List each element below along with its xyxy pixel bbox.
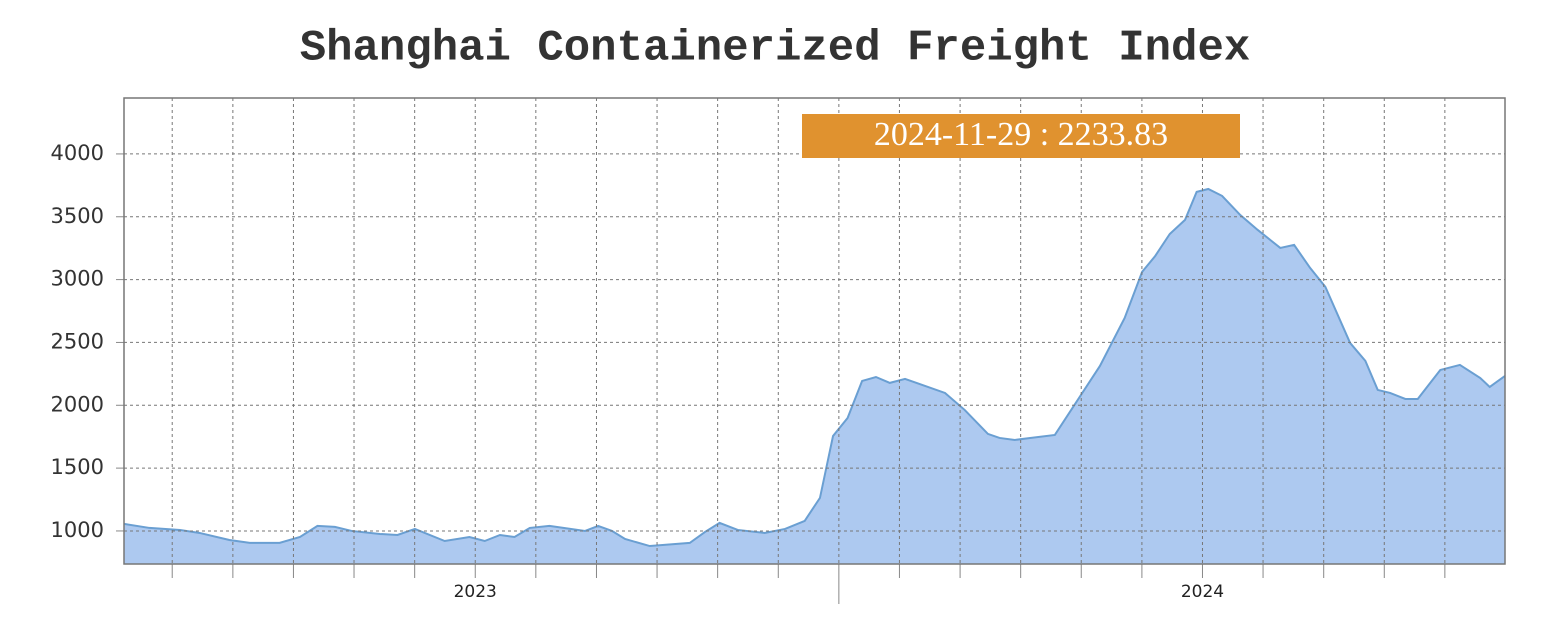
y-tick-label: 1000 bbox=[51, 518, 104, 542]
x-tick-label: 2024 bbox=[1181, 582, 1224, 602]
y-tick-label: 2500 bbox=[51, 329, 104, 353]
plot-border bbox=[123, 97, 1506, 565]
chart-title: Shanghai Containerized Freight Index bbox=[300, 24, 1251, 74]
x-tick-label: 2023 bbox=[454, 582, 497, 602]
y-tick-label: 1500 bbox=[51, 455, 104, 479]
y-tick-label: 3500 bbox=[51, 204, 104, 228]
y-tick-label: 2000 bbox=[51, 392, 104, 416]
tooltip-text: 2024-11-29 : 2233.83 bbox=[874, 116, 1168, 153]
area-fill bbox=[124, 188, 1505, 564]
area-line bbox=[123, 187, 1506, 548]
y-tick-label: 3000 bbox=[51, 267, 104, 291]
tooltip-box bbox=[802, 114, 1240, 158]
y-tick-label: 4000 bbox=[51, 141, 104, 165]
